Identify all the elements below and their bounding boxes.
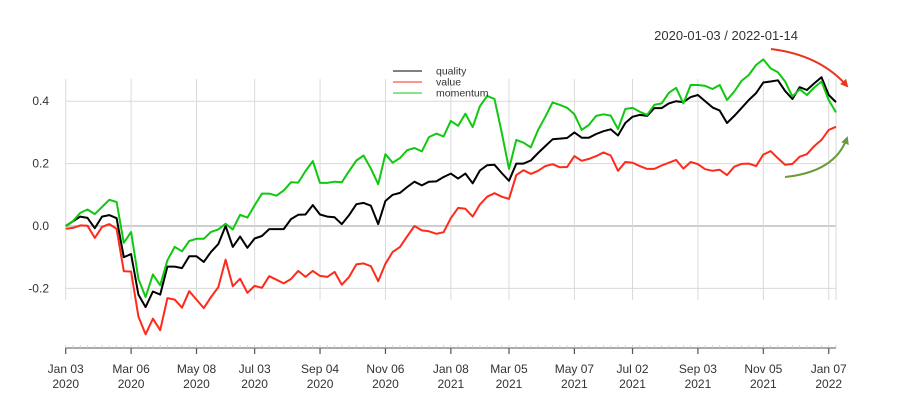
x-tick-label: Mar 06	[112, 362, 150, 376]
series-line-momentum	[65, 58, 837, 299]
x-tick-year: 2020	[183, 377, 210, 391]
y-tick-label: -0.2	[28, 281, 49, 295]
x-tick-year: 2022	[815, 377, 842, 391]
x-tick-label: Mar 05	[490, 362, 528, 376]
x-tick-year: 2021	[619, 377, 646, 391]
x-tick-label: Nov 06	[366, 362, 404, 376]
legend-label-momentum: momentum	[436, 88, 489, 100]
x-tick-year: 2020	[307, 377, 334, 391]
x-tick-label: Jul 02	[617, 362, 649, 376]
x-tick-year: 2020	[372, 377, 399, 391]
legend-label-quality: quality	[436, 66, 467, 78]
x-tick-label: May 07	[555, 362, 595, 376]
series-line-quality	[65, 76, 837, 309]
green-arrow-annotation	[784, 136, 849, 178]
x-tick-year: 2020	[118, 377, 145, 391]
x-tick-label: Sep 04	[301, 362, 339, 376]
x-tick-year: 2021	[496, 377, 523, 391]
red-arrow-annotation	[770, 48, 849, 88]
annotations	[770, 48, 849, 178]
x-tick-label: Jan 07	[811, 362, 847, 376]
series-line-value	[65, 125, 837, 336]
y-tick-label: 0.4	[32, 94, 49, 108]
y-tick-label: 0.2	[32, 157, 49, 171]
legend-label-value: value	[436, 77, 461, 89]
x-tick-label: Jul 03	[239, 362, 271, 376]
x-tick-year: 2021	[561, 377, 588, 391]
x-tick-label: Jan 08	[433, 362, 469, 376]
x-tick-label: Sep 03	[679, 362, 717, 376]
y-tick-label: 0.0	[32, 219, 49, 233]
x-tick-label: Jan 03	[48, 362, 84, 376]
grid	[65, 79, 837, 300]
x-tick-year: 2020	[52, 377, 79, 391]
x-tick-label: May 08	[177, 362, 217, 376]
x-tick-year: 2021	[685, 377, 712, 391]
chart-title: 2020-01-03 / 2022-01-14	[654, 28, 798, 43]
series-lines	[65, 58, 837, 336]
y-axis: 0.4 0.2 0.0 -0.2	[28, 94, 49, 295]
x-tick-year: 2021	[750, 377, 777, 391]
x-tick-year: 2021	[437, 377, 464, 391]
x-tick-year: 2020	[241, 377, 268, 391]
x-tick-label: Nov 05	[744, 362, 782, 376]
